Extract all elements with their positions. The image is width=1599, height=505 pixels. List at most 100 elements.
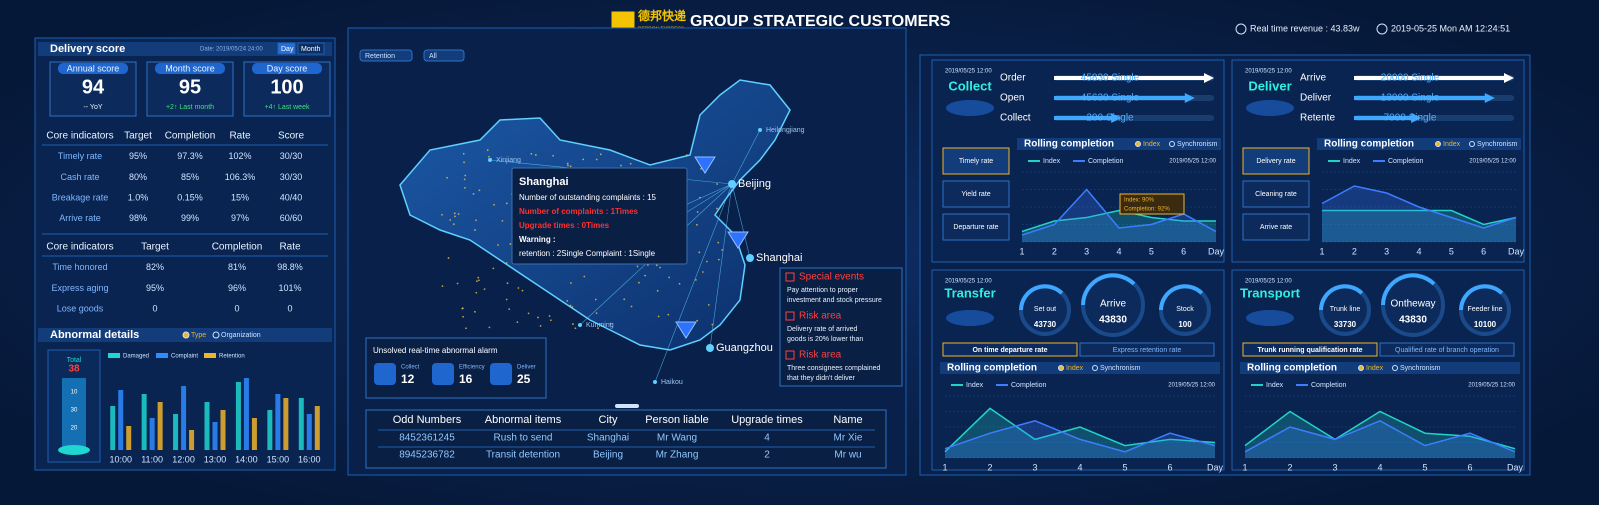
tab-label[interactable]: Qualified rate of branch operation — [1395, 347, 1499, 354]
date: 2019/05/25 12:00 — [1245, 279, 1292, 285]
legend-label: Index — [966, 382, 984, 389]
series-line — [944, 407, 1216, 453]
tab-label[interactable]: Month — [301, 46, 321, 53]
score-value: 95 — [179, 76, 201, 98]
legend-swatch — [108, 353, 120, 358]
gauge-value: 43830 — [1399, 315, 1427, 326]
x-tick-label: 6 — [1167, 462, 1172, 472]
radio[interactable] — [1435, 141, 1441, 147]
map-dot — [463, 161, 465, 164]
event-title: Risk area — [799, 350, 842, 361]
tab[interactable] — [1242, 180, 1310, 208]
page-title: GROUP STRATEGIC CUSTOMERS — [690, 13, 951, 30]
tab-label[interactable]: Cleaning rate — [1255, 191, 1297, 198]
table-cell: Timely rate — [58, 151, 102, 161]
tab-label[interactable]: Express retention rate — [1113, 347, 1182, 354]
radio[interactable] — [1092, 365, 1098, 371]
event-title: Risk area — [799, 311, 842, 322]
x-tick-label: 14:00 — [235, 454, 258, 464]
event-icon — [785, 272, 795, 282]
tab[interactable] — [1242, 147, 1310, 175]
x-tick-label: 5 — [1422, 462, 1427, 472]
map-dot — [678, 282, 681, 285]
radio[interactable] — [1469, 141, 1475, 147]
map-dot — [521, 289, 524, 292]
gauge-value: 33730 — [1334, 320, 1357, 329]
filter[interactable] — [423, 49, 465, 62]
radio[interactable] — [182, 331, 190, 339]
radio-label[interactable]: Type — [191, 332, 206, 339]
tab[interactable] — [277, 42, 296, 55]
table-cell: 60/60 — [280, 213, 303, 223]
progress-arrow — [1354, 93, 1495, 103]
row-value: 20000 Single — [1381, 73, 1440, 84]
radio-label[interactable]: Index — [1143, 141, 1161, 148]
radio[interactable] — [1058, 365, 1064, 371]
radio[interactable] — [1169, 141, 1175, 147]
tab-label[interactable]: Trunk running qualification rate — [1257, 347, 1362, 354]
radio[interactable] — [1358, 365, 1364, 371]
bar — [235, 382, 241, 450]
progress-arrow — [1354, 73, 1514, 83]
map-dot — [456, 282, 459, 285]
tab[interactable] — [1242, 213, 1310, 241]
map-dot — [478, 189, 481, 192]
map-dot — [570, 282, 572, 284]
x-tick-label: 3 — [1332, 462, 1337, 472]
series-area — [1322, 210, 1516, 242]
tab[interactable] — [942, 342, 1078, 357]
radio-label[interactable]: Synchronism — [1477, 141, 1518, 148]
event-text: Three consignees complained — [787, 365, 880, 372]
tab-label[interactable]: On time departure rate — [972, 347, 1047, 354]
radio[interactable] — [212, 331, 220, 339]
radio-label[interactable]: Synchronism — [1100, 365, 1141, 372]
gauge-arc — [1319, 284, 1364, 311]
series-area — [1022, 189, 1216, 242]
map-dot — [449, 219, 452, 221]
tab[interactable] — [297, 42, 325, 55]
radio-label[interactable]: Synchronism — [1400, 365, 1441, 372]
table-cell: 82% — [146, 262, 164, 272]
tab[interactable] — [1242, 342, 1378, 357]
gauge-arc — [1459, 284, 1504, 311]
tab-label[interactable]: Arrive rate — [1260, 224, 1292, 231]
tab[interactable] — [1379, 342, 1515, 357]
radio[interactable] — [1135, 141, 1141, 147]
tab-label[interactable]: Day — [281, 46, 294, 53]
level-label: 10 — [71, 390, 78, 396]
tooltip-line: Number of outstanding complaints : 15 — [519, 193, 657, 202]
chart-tooltip-text: Completion: 92% — [1124, 207, 1170, 213]
filter[interactable] — [359, 49, 413, 62]
radio-label[interactable]: Index — [1066, 365, 1084, 372]
radio-label[interactable]: Index — [1366, 365, 1384, 372]
radio[interactable] — [1392, 365, 1398, 371]
radio-label[interactable]: Synchronism — [1177, 141, 1218, 148]
tab[interactable] — [942, 180, 1010, 208]
route — [731, 129, 761, 185]
tab-label[interactable]: Delivery rate — [1256, 158, 1295, 165]
map-dot — [530, 152, 533, 155]
radio-label[interactable]: Index — [1443, 141, 1461, 148]
tab[interactable] — [942, 213, 1010, 241]
legend-label: Index — [1266, 382, 1284, 389]
filter-label[interactable]: All — [429, 53, 437, 60]
map-dot — [647, 264, 649, 266]
tab-label[interactable]: Yield rate — [961, 191, 990, 198]
map-dot — [527, 312, 530, 315]
bar — [181, 386, 187, 450]
x-tick-label: 5 — [1149, 246, 1154, 256]
table-cell: Express aging — [51, 283, 108, 293]
tab-label[interactable]: Departure rate — [953, 224, 998, 231]
section-header — [940, 362, 1220, 374]
filter-label[interactable]: Retention — [365, 53, 395, 60]
table-cell: 95% — [129, 151, 147, 161]
tab[interactable] — [942, 147, 1010, 175]
radio-label[interactable]: Organization — [221, 332, 261, 339]
score-label: Day score — [267, 63, 308, 73]
tab[interactable] — [1079, 342, 1215, 357]
section-title: Rolling completion — [1324, 139, 1414, 150]
tab-label[interactable]: Timely rate — [959, 158, 993, 165]
map-dot — [537, 316, 539, 319]
map-dot — [595, 312, 598, 314]
